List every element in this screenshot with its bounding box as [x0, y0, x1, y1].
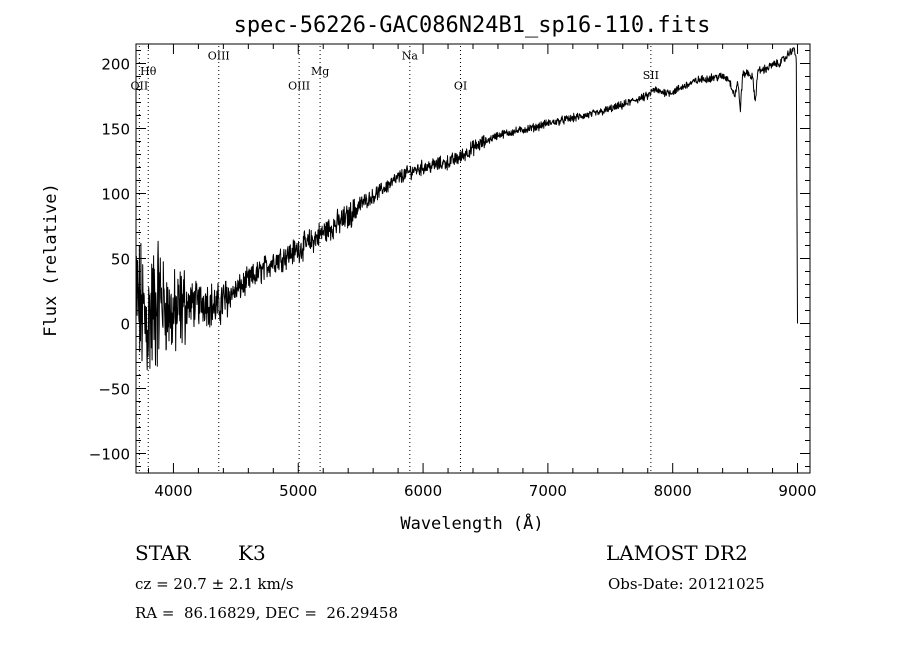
line-marker-label: OI [454, 80, 467, 93]
observation-date: Obs-Date: 20121025 [608, 575, 765, 593]
line-marker-label: Hθ [140, 65, 157, 78]
x-tick-label: 9000 [778, 482, 816, 500]
y-tick-label: 0 [120, 316, 130, 334]
survey-name: LAMOST DR2 [606, 541, 748, 565]
y-axis-label: Flux (relative) [41, 183, 61, 337]
x-tick-label: 8000 [654, 482, 692, 500]
y-tick-label: 100 [101, 186, 130, 204]
y-tick-label: 200 [101, 56, 130, 74]
spectrum-line [135, 47, 798, 371]
object-type: STAR [135, 541, 191, 565]
y-tick-label: −50 [98, 381, 130, 399]
coordinates: RA = 86.16829, DEC = 26.29458 [135, 604, 399, 622]
redshift-velocity: cz = 20.7 ± 2.1 km/s [135, 575, 294, 593]
x-tick-label: 7000 [529, 482, 567, 500]
object-subclass: K3 [238, 541, 266, 565]
line-marker-label: Mg [311, 65, 329, 78]
x-tick-label: 6000 [404, 482, 442, 500]
line-marker-label: OII [131, 80, 149, 93]
chart-title: spec-56226-GAC086N24B1_sp16-110.fits [234, 13, 711, 38]
spectrum-series [135, 47, 798, 371]
x-axis-label: Wavelength (Å) [400, 512, 543, 534]
y-tick-label: 150 [101, 121, 130, 139]
x-tick-label: 5000 [279, 482, 317, 500]
y-tick-label: 50 [111, 251, 130, 269]
line-marker-label: Na [402, 50, 419, 63]
y-tick-label: −100 [89, 446, 130, 464]
line-marker-label: OIII [208, 50, 230, 63]
line-marker-label: OIII [288, 80, 310, 93]
x-tick-label: 4000 [154, 482, 192, 500]
line-marker-label: SII [643, 69, 659, 82]
plot-frame [135, 43, 811, 474]
axis-ticks: 4000 5000 6000 7000 8000 9000 −100 −50 0 50 100 150… [89, 44, 817, 500]
